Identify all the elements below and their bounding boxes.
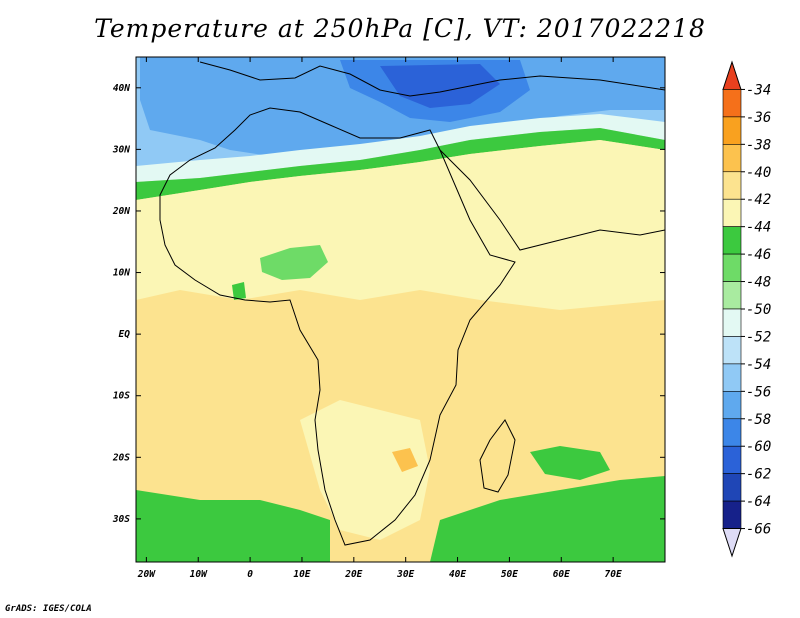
grads-credit: GrADS: IGES/COLA <box>5 604 92 614</box>
lat-tick-label: 30S <box>112 514 130 525</box>
africa-coastline <box>159 107 516 546</box>
lon-tick-label: 30E <box>396 569 414 580</box>
lat-tick-label: 20N <box>112 206 130 217</box>
colorbar-label: -38 <box>746 137 771 153</box>
colorbar-swatch <box>722 281 742 310</box>
map-frame <box>135 56 666 563</box>
colorbar-label: -34 <box>746 82 771 98</box>
lon-tick-label: 60E <box>553 569 570 580</box>
lat-tick-label: 20S <box>112 452 130 463</box>
colorbar: -34 -36 -38 -40 -42 -44 -46 -48 -50 -52 -54 -56 -58 -… <box>722 60 771 558</box>
lat-tick-label: EQ <box>119 329 131 340</box>
green-patch-west-africa <box>260 245 328 280</box>
longitude-axis: 20W 10W 0 10E 20E 30E 40E 50E 60E 70E <box>137 57 622 580</box>
colorbar-top-arrow <box>722 60 742 90</box>
colorbar-swatch <box>722 89 742 118</box>
colorbar-label: -36 <box>746 110 771 126</box>
orange-patch-south <box>392 448 418 472</box>
arabia-coastline <box>439 149 666 251</box>
latitude-axis: 40N 30N 20N 10N EQ 10S 20S 30S <box>112 83 665 525</box>
colorbar-swatch <box>722 226 742 255</box>
colorbar-label: -42 <box>746 192 771 208</box>
map-title: Temperature at 250hPa [C], VT: 201702221… <box>94 14 706 43</box>
colorbar-swatch <box>722 171 742 200</box>
green-patch-madagascar-east <box>530 446 610 480</box>
colorbar-bottom-arrow <box>722 528 742 558</box>
europe-coastline <box>199 61 666 97</box>
cold-darkest-north <box>380 64 500 108</box>
lon-tick-label: 20W <box>137 569 156 580</box>
colorbar-label: -52 <box>746 329 771 345</box>
colorbar-swatch <box>722 500 742 529</box>
lon-tick-label: 70E <box>605 569 622 580</box>
colorbar-label: -60 <box>746 439 771 455</box>
colorbar-swatch <box>722 253 742 282</box>
southern-tropical-field <box>300 400 430 540</box>
colorbar-swatch <box>722 418 742 447</box>
colorbar-swatch <box>722 308 742 337</box>
colorbar-label: -46 <box>746 247 771 263</box>
colorbar-label: -62 <box>746 467 771 483</box>
colorbar-swatch <box>722 336 742 365</box>
colorbar-swatch <box>722 473 742 502</box>
map-panel <box>136 57 666 562</box>
colorbar-label: -56 <box>746 384 771 400</box>
colorbar-label: -54 <box>746 357 771 373</box>
lat-tick-label: 10N <box>113 268 130 279</box>
lon-tick-label: 0 <box>247 569 253 580</box>
colorbar-label: -44 <box>746 220 771 236</box>
colorbar-swatch <box>722 445 742 474</box>
lon-tick-label: 20E <box>344 569 362 580</box>
green-band-south-east <box>430 476 665 562</box>
colorbar-swatch <box>722 391 742 420</box>
madagascar-coastline <box>479 419 516 493</box>
lat-tick-label: 30N <box>112 144 130 155</box>
lon-tick-label: 50E <box>501 569 518 580</box>
green-band-south <box>136 490 330 562</box>
colorbar-label: -48 <box>746 275 771 291</box>
colorbar-label: -58 <box>746 412 771 428</box>
colorbar-swatch <box>722 363 742 392</box>
transition-band-green <box>136 128 665 200</box>
green-patch-small <box>232 282 246 300</box>
lat-tick-label: 10S <box>113 391 130 402</box>
colorbar-swatch <box>722 198 742 227</box>
coastlines <box>159 61 666 546</box>
colorbar-swatch <box>722 144 742 173</box>
transition-band-cyan <box>136 114 665 182</box>
colorbar-label: -64 <box>746 494 771 510</box>
lon-tick-label: 10W <box>190 569 208 580</box>
colorbar-label: -50 <box>746 302 771 318</box>
lat-tick-label: 40N <box>113 83 130 94</box>
lon-tick-label: 10E <box>293 569 310 580</box>
lon-tick-label: 40E <box>449 569 466 580</box>
colorbar-label: -40 <box>746 165 771 181</box>
colorbar-swatch <box>722 116 742 145</box>
colorbar-label: -66 <box>746 522 771 538</box>
